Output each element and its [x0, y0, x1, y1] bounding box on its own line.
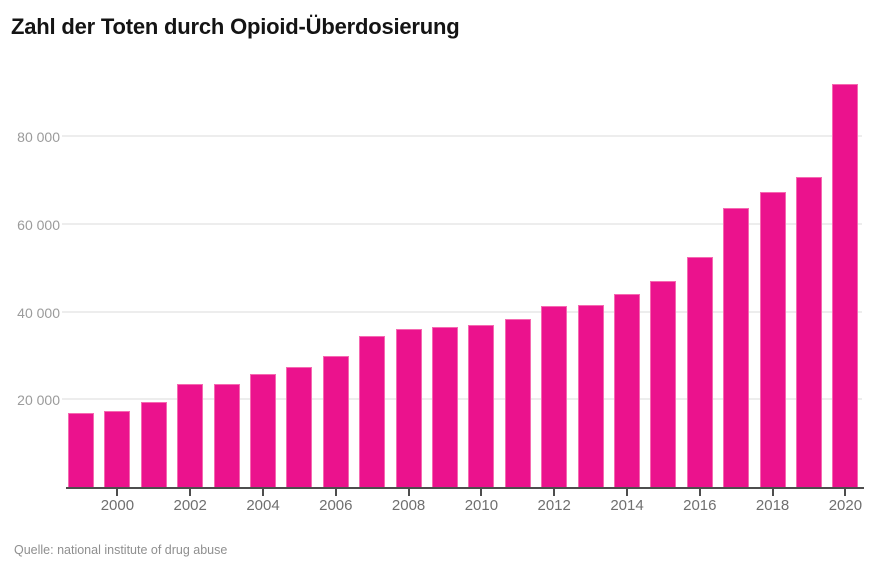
bar-2012 — [541, 305, 568, 487]
bar-2009 — [432, 327, 458, 487]
bar-2013 — [577, 304, 604, 487]
y-tick-label-40000: 40 000 — [17, 304, 60, 321]
x-tick-2008 — [407, 489, 410, 496]
source-note: Quelle: national institute of drug abuse — [14, 543, 228, 557]
x-tick-2020 — [844, 489, 847, 496]
bar-2018 — [759, 191, 786, 487]
x-tick-2006 — [334, 489, 337, 496]
x-tick-label-2014: 2014 — [610, 497, 644, 514]
x-tick-2016 — [698, 489, 701, 496]
x-tick-2018 — [771, 489, 774, 496]
gridline-80000 — [62, 135, 862, 138]
x-tick-2012 — [553, 489, 556, 496]
bar-2000 — [104, 410, 131, 487]
bar-2016 — [686, 257, 713, 487]
bar-2010 — [468, 324, 495, 487]
x-tick-label-2004: 2004 — [246, 497, 280, 514]
bar-2003 — [213, 383, 240, 487]
x-tick-2014 — [626, 489, 628, 496]
chart-title: Zahl der Toten durch Opioid-Überdosierun… — [11, 14, 460, 39]
plot-area: 20 000 40 000 60 000 80 000 2000 2002 2004 200… — [17, 80, 864, 514]
y-tick-label-20000: 20 000 — [17, 392, 60, 409]
bar-2008 — [395, 329, 422, 487]
x-tick-label-2018: 2018 — [755, 497, 790, 514]
gridline-20000 — [62, 398, 862, 401]
y-tick-label-60000: 60 000 — [17, 216, 60, 233]
gridline-40000 — [62, 310, 862, 313]
y-tick-label-80000: 80 000 — [17, 129, 60, 146]
bar-2004 — [250, 373, 276, 487]
x-tick-2000 — [116, 489, 119, 496]
x-tick-label-2006: 2006 — [319, 497, 353, 514]
bar-2005 — [286, 366, 313, 487]
bar-2019 — [796, 177, 822, 487]
x-tick-label-2008: 2008 — [391, 497, 426, 514]
x-tick-label-2000: 2000 — [100, 497, 135, 514]
x-tick-label-2016: 2016 — [683, 497, 717, 514]
x-tick-label-2002: 2002 — [173, 497, 207, 514]
x-tick-label-2020: 2020 — [828, 497, 863, 514]
bar-1999 — [68, 413, 94, 487]
x-tick-label-2012: 2012 — [537, 497, 571, 514]
bar-2001 — [140, 401, 167, 487]
x-tick-2002 — [189, 489, 192, 496]
bar-2011 — [504, 318, 531, 487]
bar-2006 — [322, 356, 349, 487]
x-tick-2004 — [262, 489, 264, 496]
x-axis-line — [66, 487, 864, 489]
bar-2015 — [650, 280, 677, 487]
bar-2007 — [359, 336, 386, 487]
bar-2020 — [832, 84, 859, 487]
x-tick-label-2010: 2010 — [464, 497, 499, 514]
bar-2017 — [723, 207, 750, 487]
x-tick-2010 — [480, 489, 483, 496]
gridline-60000 — [62, 222, 862, 225]
bar-2014 — [614, 294, 640, 487]
bar-2002 — [177, 383, 204, 487]
